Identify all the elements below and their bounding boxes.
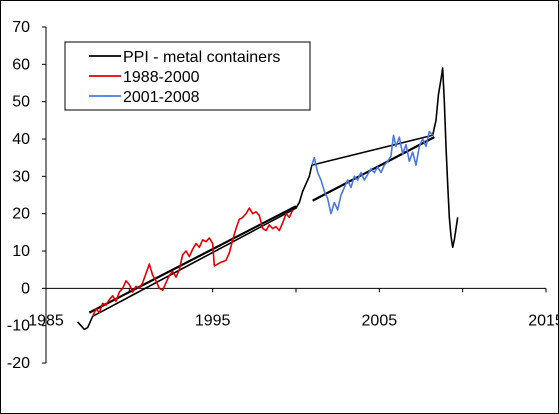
series-line-ppi-metal-containers	[77, 67, 459, 331]
y-tick-label: 40	[12, 131, 30, 148]
y-tick-label: 10	[12, 243, 30, 260]
x-tick-label: 1985	[28, 312, 64, 329]
y-tick-label: 20	[12, 206, 30, 223]
y-tick-label: 0	[21, 280, 30, 297]
x-tick-label: 2005	[362, 312, 398, 329]
series-lines	[77, 67, 459, 331]
y-tick-label: 50	[12, 94, 30, 111]
series-line-2001-2008	[311, 130, 434, 215]
legend: PPI - metal containers 1988-2000 2001-2008	[64, 41, 311, 111]
y-tick-label: 60	[12, 56, 30, 73]
y-tick-label: -20	[7, 355, 30, 372]
trend-line-1	[88, 205, 297, 314]
legend-label: 2001-2008	[123, 89, 200, 106]
legend-label: 1988-2000	[123, 69, 200, 86]
y-tick-label: 30	[12, 168, 30, 185]
series-line-1988-2000	[91, 207, 294, 317]
legend-label: PPI - metal containers	[123, 49, 280, 66]
x-tick-label: 2015	[528, 312, 559, 329]
y-tick-label: -10	[7, 318, 30, 335]
axes: 70 60 50 40 30 20 10 0 -10 -20 1985 1995 2005 2015	[7, 19, 559, 372]
x-tick-label: 1995	[195, 312, 231, 329]
trend-line-2	[312, 136, 435, 202]
y-tick-label: 70	[12, 19, 30, 36]
